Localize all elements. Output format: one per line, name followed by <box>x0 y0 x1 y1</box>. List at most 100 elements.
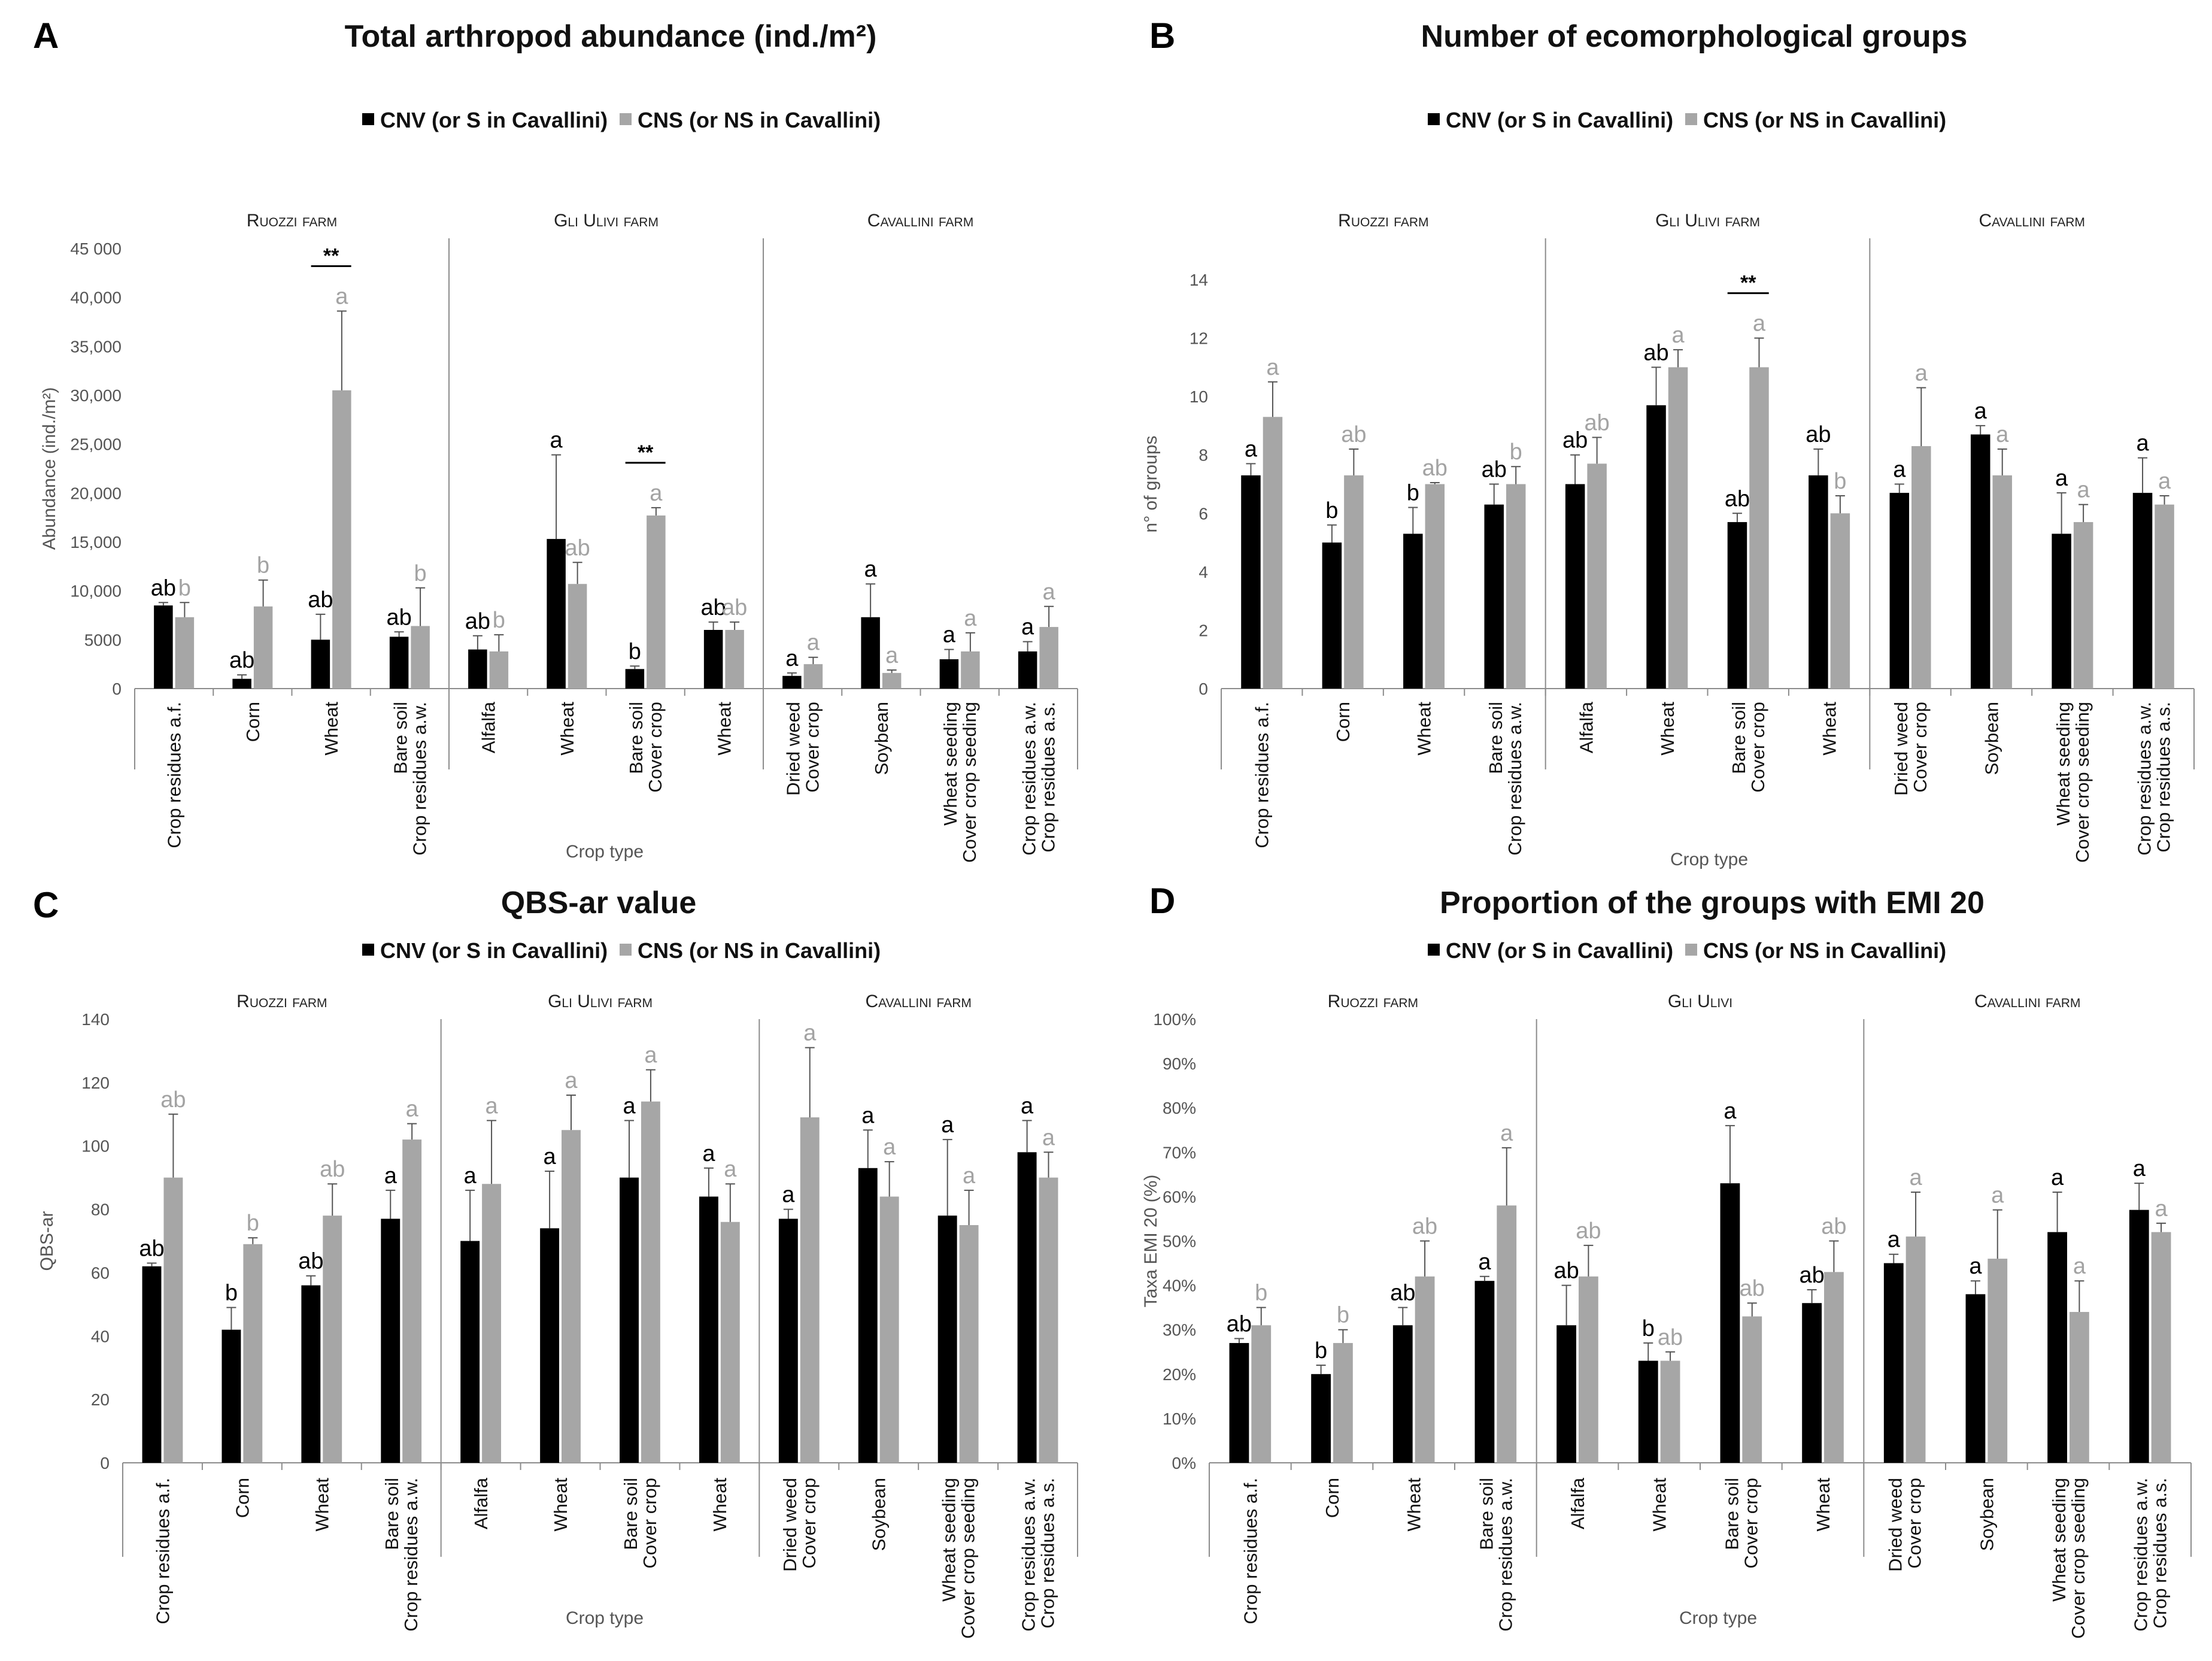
bar-cnv <box>1017 1152 1037 1463</box>
bar-cns <box>1824 1272 1844 1463</box>
sig-letter-cnv: ab <box>308 587 333 613</box>
category-label: Crop residues a.s. <box>2150 1478 2171 1629</box>
y-tick-label: 25,000 <box>70 435 122 454</box>
category-label: Crop residues a.f. <box>164 702 185 848</box>
bar-cnv <box>468 649 487 689</box>
category-label: Cover crop seeding <box>958 1478 979 1639</box>
y-tick-label: 70% <box>1163 1143 1196 1162</box>
bar-cnv <box>1556 1325 1576 1463</box>
sig-letter-cnv: a <box>1021 615 1034 640</box>
bar-cnv <box>1883 1263 1904 1463</box>
bar-cns <box>1579 1276 1598 1463</box>
bar-cnv <box>1484 504 1504 689</box>
category-label: Dried weed <box>1891 702 1911 796</box>
bar-cns <box>1992 475 2012 689</box>
sig-letter-cnv: a <box>2133 1156 2146 1181</box>
category-label: Soybean <box>871 702 892 775</box>
chart-title: Proportion of the groups with EMI 20 <box>1440 886 1985 920</box>
sig-letter-cns: b <box>493 608 505 633</box>
bar-cnv <box>625 669 645 689</box>
category-label: Bare soil <box>620 1478 641 1550</box>
bar-cnv <box>858 1168 878 1463</box>
bar-cns <box>1830 513 1850 689</box>
bar-cnv <box>1229 1342 1249 1463</box>
bar-cns <box>1425 484 1445 689</box>
bar-cns <box>1742 1316 1762 1463</box>
bar-cnv <box>2132 493 2153 689</box>
bar-cnv <box>460 1241 480 1463</box>
legend-label-cnv: CNV (or S in Cavallini) <box>380 108 608 132</box>
category-label: Crop residues a.w. <box>1504 702 1525 856</box>
sig-letter-cns: a <box>1042 1125 1055 1150</box>
sig-letter-cns: a <box>807 631 820 656</box>
sig-letter-cnv: ab <box>1227 1312 1252 1337</box>
sig-letter-cns: a <box>724 1157 737 1182</box>
farm-label: Gli Ulivi farm <box>1655 211 1760 231</box>
category-label: Crop residues a.w. <box>2134 702 2155 856</box>
bar-cnv <box>1241 475 1261 689</box>
category-label: Cover crop <box>1910 702 1931 793</box>
category-label: Corn <box>242 702 263 742</box>
sig-letter-cnv: a <box>1893 457 1906 483</box>
sig-letter-cnv: b <box>1407 481 1419 506</box>
sig-letter-cns: a <box>1671 323 1685 348</box>
bar-cnv <box>778 1219 798 1463</box>
bar-cnv <box>1474 1281 1495 1463</box>
bar-cnv <box>232 678 251 689</box>
bar-cnv <box>1322 542 1342 689</box>
category-label: Alfalfa <box>478 701 499 753</box>
y-tick-label: 30,000 <box>70 386 122 405</box>
sig-letter-cnv: a <box>1888 1227 1901 1253</box>
category-label: Alfalfa <box>471 1477 491 1529</box>
sig-letter-cnv: b <box>629 639 641 664</box>
bar-cnv <box>142 1266 162 1463</box>
bar-cnv <box>2047 1232 2067 1463</box>
sig-letter-cns: a <box>883 1135 896 1160</box>
y-tick-label: 10 <box>1190 387 1208 406</box>
category-label: Bare soil <box>1721 1478 1742 1550</box>
category-label: Bare soil <box>1485 702 1506 774</box>
bar-cns <box>647 515 666 689</box>
sig-letter-cns: b <box>1255 1281 1267 1306</box>
sig-letter-cns: b <box>1337 1303 1349 1328</box>
sig-letter-cns: b <box>1510 440 1522 465</box>
category-label: Cover crop <box>1747 702 1768 793</box>
sig-letter-cnv: a <box>1724 1099 1737 1124</box>
sig-letter-cnv: a <box>1478 1250 1491 1275</box>
sig-letter-cns: a <box>1500 1121 1513 1146</box>
category-label: Wheat <box>1657 702 1678 756</box>
bar-cns <box>2073 522 2093 689</box>
farm-label: Ruozzi farm <box>1328 992 1418 1011</box>
category-label: Cover crop seeding <box>2068 1478 2089 1639</box>
bar-cnv <box>1565 484 1585 689</box>
category-label: Crop residues a.s. <box>1037 702 1058 853</box>
farm-label: Cavallini farm <box>1974 992 2080 1011</box>
bar-cnv <box>861 617 880 689</box>
bar-cnv <box>1018 651 1037 689</box>
category-label: Cover crop <box>645 702 666 793</box>
category-label: Soybean <box>1981 702 2002 775</box>
category-label: Wheat <box>1649 1478 1670 1532</box>
bar-cns <box>1251 1325 1272 1463</box>
legend-swatch-cns <box>1685 113 1697 125</box>
significance-stars: ** <box>1740 272 1756 295</box>
chart-title: QBS-ar value <box>501 886 697 920</box>
sig-letter-cnv: a <box>2055 466 2068 491</box>
x-axis-title: Crop type <box>1670 850 1748 869</box>
bar-cns <box>323 1216 342 1463</box>
legend: CNV (or S in Cavallini) CNS (or NS in Cav… <box>362 938 881 963</box>
bar-cns <box>1668 367 1688 689</box>
category-label: Crop residues a.f. <box>1252 702 1273 848</box>
bar-cns <box>1587 463 1607 689</box>
y-tick-label: 0 <box>1198 680 1208 698</box>
legend-swatch-cnv <box>362 113 374 125</box>
sig-letter-cnv: ab <box>700 595 726 620</box>
sig-letter-cns: b <box>1834 469 1846 494</box>
bar-cns <box>641 1101 660 1463</box>
category-label: Corn <box>1333 702 1354 742</box>
legend-label-cnv: CNV (or S in Cavallini) <box>380 938 608 963</box>
y-axis-title: QBS-ar <box>37 1211 57 1271</box>
sig-letter-cns: a <box>650 481 663 506</box>
category-label: Cover crop <box>799 1478 820 1569</box>
